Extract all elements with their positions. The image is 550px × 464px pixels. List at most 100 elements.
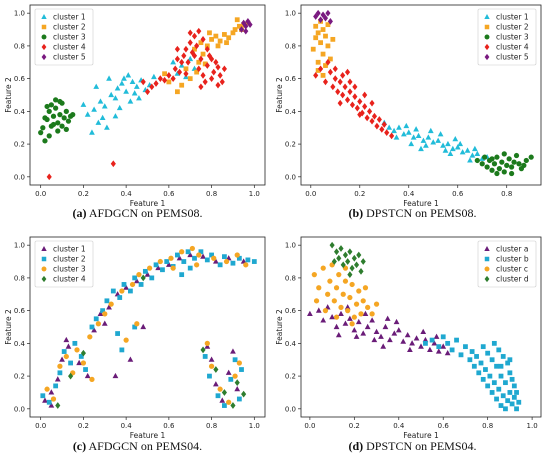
data-point xyxy=(170,75,176,82)
data-point xyxy=(57,98,63,105)
data-point xyxy=(323,33,328,39)
data-point xyxy=(204,62,210,69)
x-tick-label: 0.6 xyxy=(163,190,175,198)
data-point xyxy=(331,258,337,265)
legend-label: cluster 1 xyxy=(496,13,529,22)
data-point xyxy=(485,350,491,356)
data-point xyxy=(136,95,142,101)
data-point xyxy=(185,249,191,255)
data-point xyxy=(337,78,343,86)
data-point xyxy=(325,22,331,28)
data-point xyxy=(516,161,522,167)
data-point xyxy=(503,406,508,412)
data-point xyxy=(355,318,362,325)
data-point xyxy=(127,98,134,104)
data-point xyxy=(320,27,326,32)
data-point xyxy=(239,367,244,372)
x-tick-label: 1.0 xyxy=(527,422,538,430)
data-point xyxy=(110,288,116,294)
data-point xyxy=(480,376,486,382)
data-point xyxy=(349,321,355,327)
data-point xyxy=(404,331,411,338)
data-point xyxy=(452,135,459,142)
data-point xyxy=(132,324,138,330)
data-point xyxy=(200,36,206,43)
data-point xyxy=(119,288,125,294)
data-point xyxy=(318,16,324,24)
data-point xyxy=(342,278,349,284)
data-point xyxy=(133,277,140,284)
data-point xyxy=(474,150,481,156)
y-tick-label: 1.0 xyxy=(14,10,25,18)
data-point xyxy=(320,11,326,19)
data-point xyxy=(87,334,93,340)
data-point xyxy=(153,262,159,268)
data-point xyxy=(445,140,451,147)
data-point xyxy=(42,138,48,144)
data-point xyxy=(168,255,174,261)
data-point xyxy=(496,166,502,172)
data-point xyxy=(476,370,482,376)
data-point xyxy=(509,376,515,382)
y-tick-label: 1.0 xyxy=(285,242,296,250)
data-point xyxy=(44,386,50,392)
data-point xyxy=(89,324,95,330)
data-point xyxy=(200,51,206,57)
data-point xyxy=(389,132,395,140)
data-point xyxy=(138,282,144,287)
data-point xyxy=(508,164,515,170)
data-point xyxy=(40,393,46,399)
data-point xyxy=(100,308,106,314)
data-point xyxy=(357,111,363,118)
data-point xyxy=(160,267,165,273)
data-point xyxy=(463,344,468,350)
data-point xyxy=(325,43,331,49)
x-tick-label: 0.4 xyxy=(403,190,415,198)
legend-label: cluster 1 xyxy=(53,245,86,254)
data-point xyxy=(68,372,74,380)
legend-marker xyxy=(484,256,490,262)
legend-box xyxy=(34,240,94,288)
data-point xyxy=(57,370,63,376)
y-axis-label: Feature 2 xyxy=(4,309,13,345)
data-point xyxy=(207,30,212,36)
data-point xyxy=(353,301,360,307)
data-point xyxy=(313,298,320,304)
data-point xyxy=(93,83,100,89)
data-point xyxy=(57,363,63,369)
y-tick-label: 0.2 xyxy=(285,373,296,381)
data-point xyxy=(40,125,46,131)
x-tick-label: 0.0 xyxy=(305,190,316,198)
data-point xyxy=(230,30,236,36)
x-tick-label: 0.8 xyxy=(482,422,493,430)
data-point xyxy=(204,257,210,263)
data-point xyxy=(338,310,344,316)
data-point xyxy=(38,130,44,136)
x-tick-label: 0.2 xyxy=(78,190,89,198)
data-point xyxy=(333,285,340,291)
x-axis-label: Feature 1 xyxy=(403,199,439,208)
legend-label: cluster 5 xyxy=(53,53,86,62)
data-point xyxy=(50,121,57,128)
data-point xyxy=(99,114,106,120)
legend-marker xyxy=(41,43,47,51)
data-point xyxy=(469,349,475,354)
data-point xyxy=(327,68,333,76)
x-tick-label: 0.0 xyxy=(35,190,46,198)
data-point xyxy=(211,255,217,261)
data-point xyxy=(457,140,464,147)
data-point xyxy=(187,265,193,271)
data-point xyxy=(458,352,464,358)
data-point xyxy=(410,134,417,140)
data-point xyxy=(187,29,193,37)
data-point xyxy=(506,156,512,162)
data-point xyxy=(503,380,508,386)
data-point xyxy=(362,310,369,316)
data-point xyxy=(140,78,146,86)
data-point xyxy=(352,93,358,100)
data-point xyxy=(222,32,227,37)
data-point xyxy=(129,78,136,84)
y-axis-label: Feature 2 xyxy=(275,77,284,113)
